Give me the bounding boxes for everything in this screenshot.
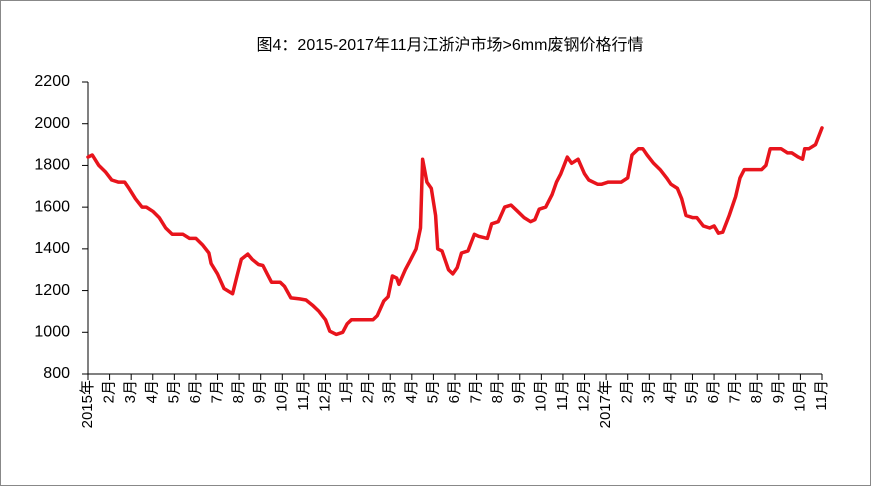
y-tick-label: 1400 [34,240,70,257]
x-tick-label: 2015年 [79,380,96,428]
x-tick-label: 12月 [575,380,592,412]
y-tick-label: 1800 [34,157,70,174]
y-tick-label: 1600 [34,198,70,215]
x-tick-label: 4月 [662,380,679,403]
x-tick-label: 7月 [727,380,744,403]
x-tick-label: 6月 [187,380,204,403]
y-tick-label: 1200 [34,282,70,299]
x-tick-label: 5月 [165,380,182,403]
x-tick-label: 2017年 [597,380,614,428]
x-tick-label: 6月 [705,380,722,403]
x-tick-label: 4月 [403,380,420,403]
x-tick-label: 1月 [338,380,355,403]
x-tick-label: 12月 [316,380,333,412]
x-tick-label: 8月 [489,380,506,403]
x-tick-label: 3月 [122,380,139,403]
x-tick-label: 3月 [640,380,657,403]
x-tick-label: 7月 [468,380,485,403]
x-tick-label: 5月 [683,380,700,403]
x-tick-label: 10月 [791,380,808,412]
x-tick-label: 11月 [554,380,571,411]
x-tick-label: 11月 [813,380,830,411]
x-tick-label: 9月 [770,380,787,403]
x-tick-label: 6月 [446,380,463,403]
x-tick-label: 9月 [252,380,269,403]
y-tick-label: 1000 [34,324,70,341]
x-tick-label: 10月 [273,380,290,412]
x-tick-label: 8月 [748,380,765,403]
x-tick-label: 7月 [208,380,225,403]
x-tick-label: 2月 [619,380,636,403]
y-tick-label: 800 [43,365,70,382]
x-tick-label: 5月 [424,380,441,403]
x-tick-label: 8月 [230,380,247,403]
y-tick-label: 2000 [34,115,70,132]
x-tick-label: 2月 [101,380,118,403]
y-tick-label: 2200 [34,73,70,90]
x-tick-label: 3月 [381,380,398,403]
chart-title: 图4：2015-2017年11月江浙沪市场>6mm废钢价格行情 [257,36,644,54]
x-tick-label: 2月 [360,380,377,403]
x-tick-label: 9月 [511,380,528,403]
x-tick-label: 4月 [144,380,161,403]
price-line [86,126,824,337]
x-tick-label: 10月 [532,380,549,412]
x-tick-label: 11月 [295,380,312,411]
